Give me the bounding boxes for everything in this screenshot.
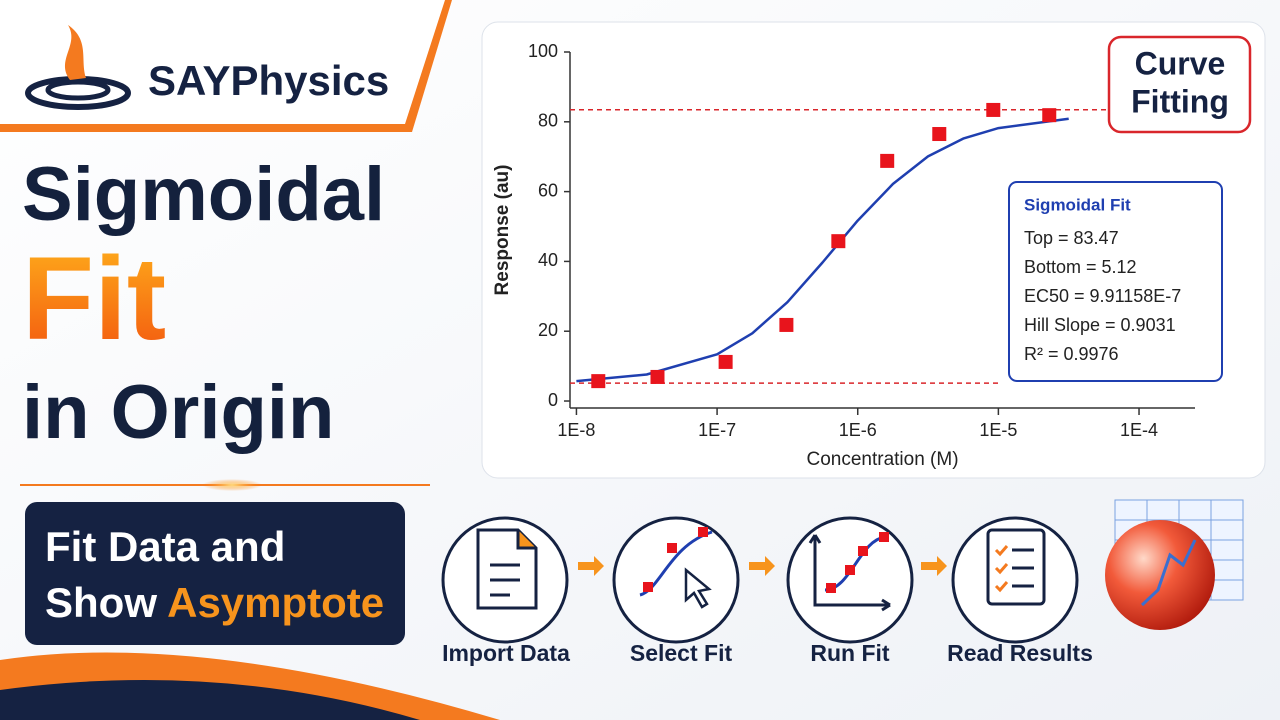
- steps: [441, 516, 1079, 644]
- subtitle-text: Show: [45, 579, 167, 626]
- x-axis-title: Concentration (M): [806, 449, 958, 470]
- badge-text: Fitting: [1131, 83, 1229, 119]
- step-label: Read Results: [947, 640, 1093, 666]
- dot: [698, 527, 708, 537]
- axes-icon: [808, 534, 891, 612]
- y-tick-label: 40: [538, 250, 558, 270]
- y-tick-label: 80: [538, 111, 558, 131]
- dot: [826, 583, 836, 593]
- list-icon: [1012, 548, 1034, 588]
- fit-param: Bottom = 5.12: [1024, 257, 1137, 277]
- step-dots: [643, 527, 889, 593]
- fit-param: R² = 0.9976: [1024, 344, 1119, 364]
- fit-icon: [639, 530, 713, 597]
- dot: [879, 532, 889, 542]
- step-circle: [951, 516, 1079, 644]
- data-point: [779, 317, 794, 332]
- data-point: [1042, 108, 1057, 123]
- fit-param: Hill Slope = 0.9031: [1024, 315, 1176, 335]
- banner: [0, 0, 445, 124]
- dot: [858, 546, 868, 556]
- fit-param: Top = 83.47: [1024, 228, 1119, 248]
- data-point: [831, 234, 846, 249]
- step-circle: [786, 516, 914, 644]
- doc-icon: [476, 528, 538, 610]
- headline-accent: Fit: [22, 233, 166, 365]
- x-tick-label: 1E-8: [557, 420, 595, 440]
- y-tick-label: 100: [528, 41, 558, 61]
- origin-icon: [1105, 499, 1244, 630]
- doc-icon: [516, 530, 536, 550]
- fit-param: EC50 = 9.91158E-7: [1024, 286, 1181, 306]
- glow: [202, 479, 262, 491]
- doc-icon: [490, 563, 520, 597]
- dot: [667, 543, 677, 553]
- y-tick-label: 0: [548, 390, 558, 410]
- x-tick-label: 1E-5: [979, 420, 1017, 440]
- dot: [643, 582, 653, 592]
- step-label: Select Fit: [630, 640, 733, 666]
- chart: 0 20 40 60 80 100 1E-8 1E-7 1E-6 1E-5 1E-4 Concentr…: [492, 41, 1223, 470]
- badge-text: Curve: [1135, 45, 1226, 81]
- check-icon: [994, 545, 1009, 593]
- y-axis-title: Response (au): [492, 165, 513, 296]
- badge: [1107, 35, 1252, 134]
- subtitle: Fit Data and: [45, 523, 285, 570]
- subtitle-box: [25, 502, 405, 645]
- step-label: Run Fit: [810, 640, 890, 666]
- dot: [845, 565, 855, 575]
- wave: [0, 680, 420, 720]
- data-point: [986, 102, 1001, 117]
- arrows: [578, 556, 947, 576]
- data-point: [650, 369, 665, 384]
- list-icon: [986, 528, 1046, 606]
- data-point: [591, 374, 606, 389]
- data-point: [932, 127, 947, 142]
- subtitle-highlight: Asymptote: [167, 579, 384, 626]
- x-tick-label: 1E-4: [1120, 420, 1158, 440]
- data-point: [718, 354, 733, 369]
- fit-box: [1008, 181, 1223, 382]
- fit-box-title: Sigmoidal Fit: [1024, 195, 1131, 214]
- cursor-icon: [684, 567, 712, 609]
- logo-icon: [25, 25, 131, 110]
- y-tick-label: 20: [538, 320, 558, 340]
- x-tick-label: 1E-6: [839, 420, 877, 440]
- data-point: [880, 153, 895, 168]
- step-circle: [612, 516, 740, 644]
- headline: Sigmoidal: [22, 152, 385, 237]
- y-tick-label: 60: [538, 180, 558, 200]
- brand: SAYPhysics: [148, 57, 389, 104]
- step-label: Import Data: [442, 640, 570, 666]
- headline: in Origin: [22, 370, 334, 455]
- subtitle: Show Asymptote: [45, 579, 384, 626]
- x-tick-label: 1E-7: [698, 420, 736, 440]
